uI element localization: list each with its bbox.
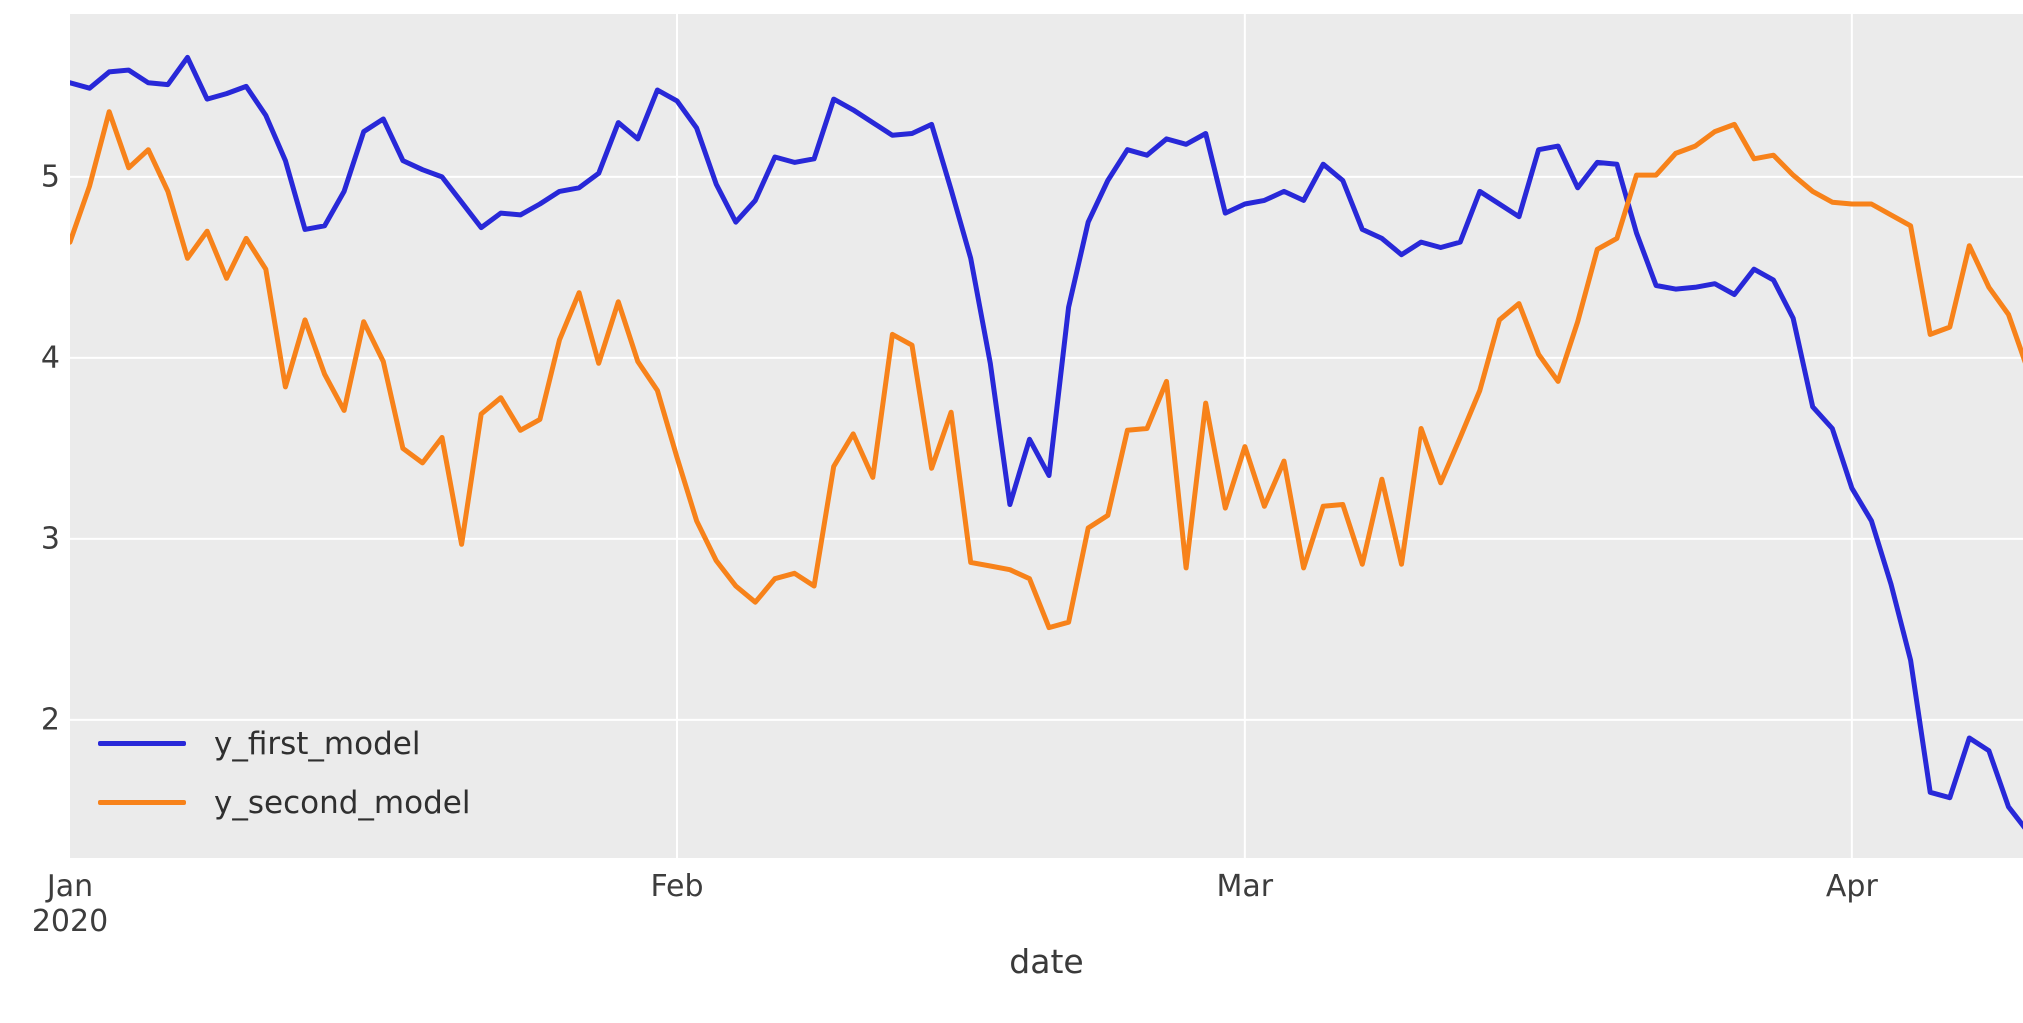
legend-line-swatch-orange (98, 800, 186, 805)
x-axis-title: date (1009, 942, 1084, 981)
legend-line-swatch-blue (98, 741, 186, 746)
x-tick-Jan: Jan 2020 (31, 869, 109, 939)
y-tick-3: 3 (40, 521, 60, 557)
x-tick-Apr: Apr (1825, 869, 1878, 904)
plot-area (70, 14, 2023, 858)
x-tick-Mar: Mar (1216, 869, 1274, 904)
legend-label: y_second_model (214, 784, 471, 821)
legend-item-second-model: y_second_model (98, 773, 470, 832)
x-tick-Feb: Feb (650, 869, 704, 904)
y-tick-2: 2 (40, 702, 60, 738)
legend: y_first_model y_second_model (98, 714, 470, 832)
y-tick-5: 5 (40, 159, 60, 195)
series-line-y_second_model (70, 109, 2023, 631)
legend-label: y_first_model (214, 725, 421, 762)
legend-item-first-model: y_first_model (98, 714, 470, 773)
y-tick-4: 4 (40, 340, 60, 376)
gridlines (70, 14, 2023, 858)
series-line-y_first_model (70, 54, 2023, 830)
